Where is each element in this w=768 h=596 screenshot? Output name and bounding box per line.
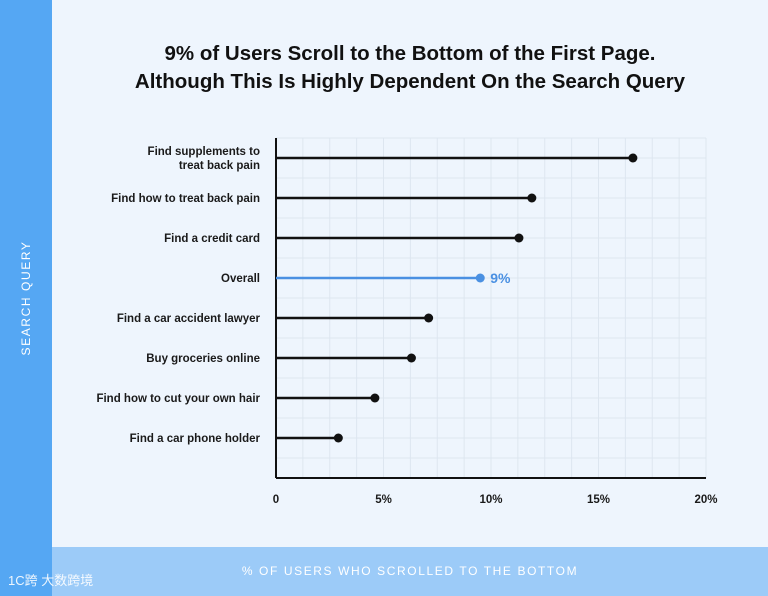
x-axis-band (52, 547, 768, 596)
lollipop-dot (527, 193, 537, 203)
lollipop-dot (424, 313, 434, 323)
lollipop-dot (628, 153, 638, 163)
data-label: 9% (490, 270, 511, 286)
category-label: Find supplements to (148, 146, 260, 158)
lollipop-dot (406, 353, 416, 363)
category-label: Find how to treat back pain (111, 193, 260, 205)
category-label: treat back pain (179, 160, 260, 172)
x-axis-title: % OF USERS WHO SCROLLED TO THE BOTTOM (241, 564, 579, 578)
x-tick-label: 5% (375, 494, 392, 506)
lollipop-dot (370, 393, 380, 403)
lollipop-dot (475, 273, 485, 283)
y-axis-band (0, 0, 52, 596)
chart-title-line-1: 9% of Users Scroll to the Bottom of the … (164, 42, 656, 65)
chart-title: 9% of Users Scroll to the Bottom of the … (52, 40, 768, 96)
category-label: Find a credit card (164, 233, 260, 245)
category-label: Find how to cut your own hair (96, 393, 260, 405)
category-label: Find a car phone holder (130, 433, 261, 445)
x-tick-label: 0 (273, 494, 279, 506)
lollipop-dot (333, 433, 343, 443)
x-tick-label: 15% (587, 494, 610, 506)
watermark-logo: 1C跨 大数跨境 (8, 573, 94, 588)
lollipop-dot (514, 233, 524, 243)
category-label: Overall (221, 273, 260, 285)
x-tick-label: 20% (694, 494, 717, 506)
category-label: Find a car accident lawyer (117, 313, 261, 325)
chart-title-line-2: Although This Is Highly Dependent On the… (134, 70, 686, 93)
x-tick-label: 10% (479, 494, 502, 506)
category-label: Buy groceries online (146, 353, 260, 365)
